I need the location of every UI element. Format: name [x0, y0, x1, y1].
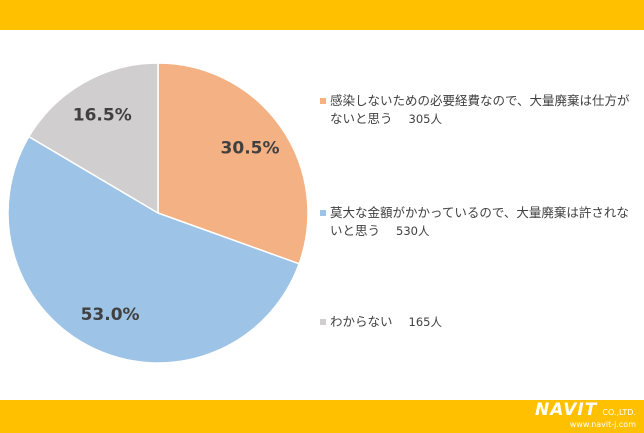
legend-label: 感染しないための必要経費なので、大量廃棄は仕方がないと思う	[330, 93, 630, 126]
url: www.navit-j.com	[569, 420, 636, 429]
legend-entry: わからない 165人	[320, 313, 630, 331]
data-label: 30.5%	[221, 138, 280, 158]
legend-entry: 莫大な金額がかかっているので、大量廃棄は許されないと思う 530人	[320, 204, 630, 240]
legend-count: 530人	[396, 224, 430, 238]
pie-slice	[157, 62, 309, 265]
legend-count: 305人	[408, 112, 442, 126]
bottom-band	[0, 400, 644, 433]
pie-slice	[27, 62, 159, 215]
legend-swatch	[320, 210, 326, 216]
legend-count: 165人	[408, 315, 442, 329]
legend-swatch	[320, 319, 326, 325]
legend-label: わからない	[330, 314, 393, 329]
pie-slice	[7, 135, 301, 364]
legend-swatch	[320, 98, 326, 104]
legend-label: 莫大な金額がかかっているので、大量廃棄は許されないと思う	[330, 205, 629, 238]
top-band	[0, 0, 644, 30]
company: CO.,LTD.	[602, 408, 636, 417]
logo: NAVIT CO.,LTD. www.navit-j.com	[535, 400, 636, 429]
data-label: 16.5%	[73, 105, 132, 125]
data-label: 53.0%	[81, 305, 140, 325]
logo-text: NAVIT	[535, 400, 598, 420]
legend-entry: 感染しないための必要経費なので、大量廃棄は仕方がないと思う 305人	[320, 92, 630, 128]
